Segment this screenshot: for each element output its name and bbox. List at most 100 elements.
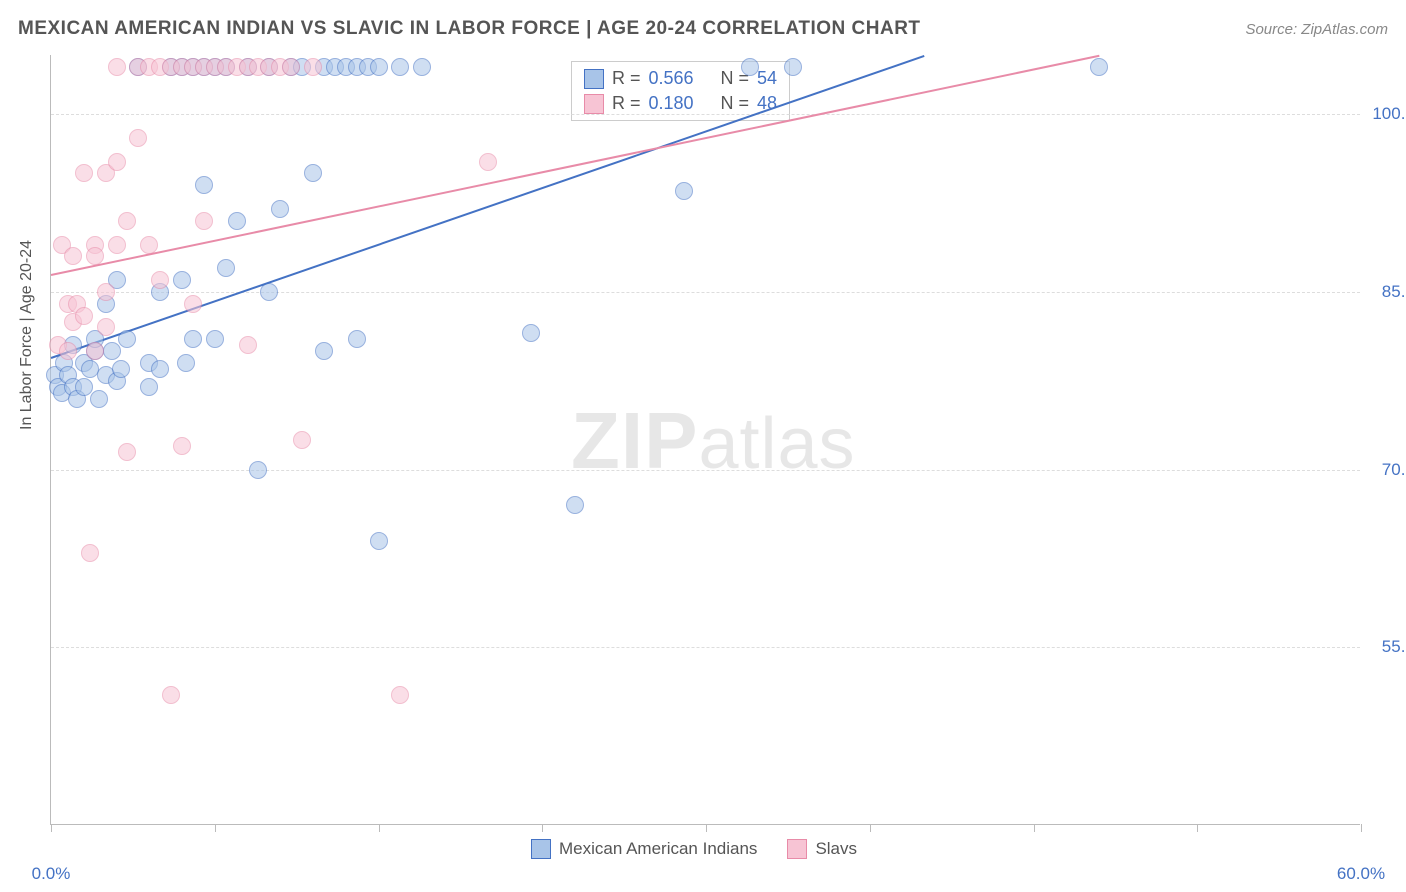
data-point <box>90 390 108 408</box>
data-point <box>108 153 126 171</box>
data-point <box>391 686 409 704</box>
data-point <box>75 164 93 182</box>
data-point <box>173 437 191 455</box>
x-tick <box>870 824 871 832</box>
x-tick-label: 60.0% <box>1337 864 1385 884</box>
data-point <box>103 342 121 360</box>
x-tick <box>379 824 380 832</box>
data-point <box>151 360 169 378</box>
data-point <box>177 354 195 372</box>
data-point <box>64 247 82 265</box>
x-tick <box>542 824 543 832</box>
data-point <box>129 129 147 147</box>
y-tick-label: 70.0% <box>1370 460 1406 480</box>
series-legend-item: Slavs <box>787 839 857 859</box>
data-point <box>293 431 311 449</box>
data-point <box>784 58 802 76</box>
x-tick <box>51 824 52 832</box>
y-tick-label: 100.0% <box>1370 104 1406 124</box>
data-point <box>118 330 136 348</box>
data-point <box>75 307 93 325</box>
data-point <box>217 259 235 277</box>
chart-container: MEXICAN AMERICAN INDIAN VS SLAVIC IN LAB… <box>0 0 1406 892</box>
data-point <box>173 271 191 289</box>
x-tick <box>215 824 216 832</box>
data-point <box>282 58 300 76</box>
data-point <box>304 58 322 76</box>
y-axis-title: In Labor Force | Age 20-24 <box>18 240 36 430</box>
legend-row: R =0.180N =48 <box>584 91 777 116</box>
data-point <box>479 153 497 171</box>
data-point <box>112 360 130 378</box>
data-point <box>97 283 115 301</box>
data-point <box>86 247 104 265</box>
series-legend: Mexican American Indians Slavs <box>531 839 857 859</box>
data-point <box>81 544 99 562</box>
data-point <box>249 461 267 479</box>
x-tick <box>1361 824 1362 832</box>
gridline <box>51 470 1360 471</box>
data-point <box>370 532 388 550</box>
series-name: Slavs <box>815 839 857 859</box>
data-point <box>304 164 322 182</box>
watermark: ZIPatlas <box>571 395 856 487</box>
data-point <box>151 271 169 289</box>
data-point <box>228 212 246 230</box>
y-tick-label: 85.0% <box>1370 282 1406 302</box>
legend-r-value: 0.566 <box>649 68 713 89</box>
gridline <box>51 647 1360 648</box>
data-point <box>108 236 126 254</box>
data-point <box>195 212 213 230</box>
data-point <box>522 324 540 342</box>
data-point <box>391 58 409 76</box>
legend-r-label: R = <box>612 68 641 89</box>
data-point <box>140 236 158 254</box>
trend-line <box>51 55 925 359</box>
data-point <box>184 330 202 348</box>
plot-area: ZIPatlas R =0.566N =54R =0.180N =48 Mexi… <box>50 55 1360 825</box>
x-tick-label: 0.0% <box>32 864 71 884</box>
legend-swatch <box>787 839 807 859</box>
data-point <box>1090 58 1108 76</box>
data-point <box>413 58 431 76</box>
legend-n-label: N = <box>721 93 750 114</box>
chart-title: MEXICAN AMERICAN INDIAN VS SLAVIC IN LAB… <box>18 18 921 40</box>
gridline <box>51 114 1360 115</box>
legend-swatch <box>531 839 551 859</box>
data-point <box>59 342 77 360</box>
legend-r-value: 0.180 <box>649 93 713 114</box>
x-tick <box>1034 824 1035 832</box>
data-point <box>675 182 693 200</box>
data-point <box>118 443 136 461</box>
data-point <box>566 496 584 514</box>
legend-swatch <box>584 94 604 114</box>
data-point <box>206 330 224 348</box>
legend-n-value: 54 <box>757 68 777 89</box>
series-name: Mexican American Indians <box>559 839 757 859</box>
data-point <box>75 378 93 396</box>
data-point <box>184 295 202 313</box>
legend-swatch <box>584 69 604 89</box>
data-point <box>315 342 333 360</box>
data-point <box>370 58 388 76</box>
data-point <box>86 342 104 360</box>
data-point <box>239 336 257 354</box>
title-bar: MEXICAN AMERICAN INDIAN VS SLAVIC IN LAB… <box>18 18 1388 40</box>
data-point <box>140 378 158 396</box>
data-point <box>118 212 136 230</box>
data-point <box>97 318 115 336</box>
watermark-atlas: atlas <box>698 404 855 484</box>
legend-r-label: R = <box>612 93 641 114</box>
data-point <box>162 686 180 704</box>
data-point <box>108 58 126 76</box>
data-point <box>260 283 278 301</box>
x-tick <box>706 824 707 832</box>
gridline <box>51 292 1360 293</box>
watermark-zip: ZIP <box>571 396 698 485</box>
data-point <box>271 200 289 218</box>
source-attribution: Source: ZipAtlas.com <box>1245 21 1388 38</box>
data-point <box>195 176 213 194</box>
y-tick-label: 55.0% <box>1370 637 1406 657</box>
series-legend-item: Mexican American Indians <box>531 839 757 859</box>
data-point <box>741 58 759 76</box>
